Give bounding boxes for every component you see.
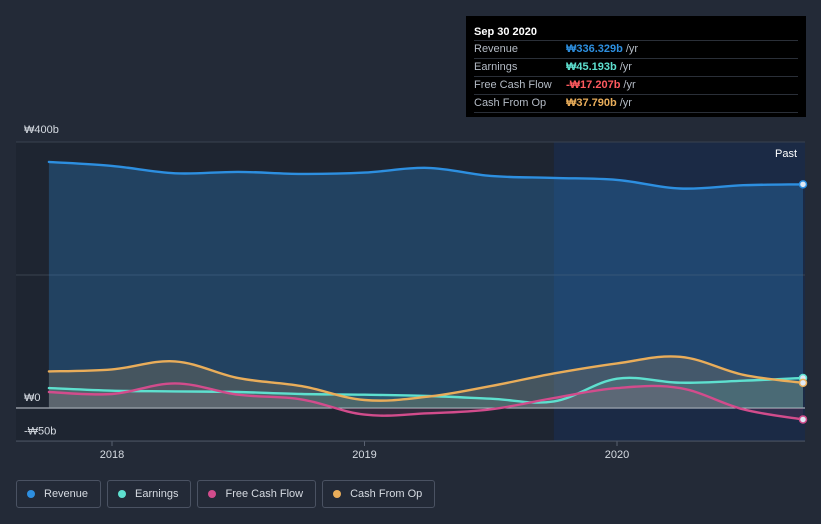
y-tick-label: -₩50b <box>24 425 56 437</box>
series-end-markers <box>798 180 808 424</box>
fcf-line <box>47 382 805 421</box>
tooltip-value: -₩17.207b <box>566 79 621 91</box>
cfo-dot-icon <box>333 490 342 498</box>
y-tick-label: ₩400b <box>24 124 59 136</box>
chart-legend: Revenue Earnings Free Cash Flow Cash Fro… <box>16 480 436 508</box>
cfo-line <box>47 355 805 402</box>
tooltip-row-earnings: Earnings ₩45.193b /yr <box>474 58 798 76</box>
tooltip-value: ₩45.193b <box>566 61 617 73</box>
fcf-end-marker <box>798 415 808 424</box>
revenue-end-marker <box>798 180 808 189</box>
tooltip-label: Cash From Op <box>474 97 547 109</box>
tooltip-date: Sep 30 2020 <box>474 26 537 38</box>
series-areas <box>48 161 803 420</box>
fcf-dot-icon <box>208 490 217 498</box>
tooltip-value: ₩37.790b <box>566 97 617 109</box>
revenue-area <box>48 161 803 408</box>
legend-label: Revenue <box>44 488 89 500</box>
legend-label: Free Cash Flow <box>225 488 304 500</box>
tooltip-unit: /yr <box>619 97 632 109</box>
cfo-end-marker <box>798 378 808 388</box>
tooltip-label: Revenue <box>474 43 519 55</box>
earnings-dot-icon <box>118 490 127 498</box>
legend-item-cash-from-op[interactable]: Cash From Op <box>322 480 436 508</box>
legend-item-revenue[interactable]: Revenue <box>16 480 102 508</box>
tooltip-row-free-cash-flow: Free Cash Flow -₩17.207b /yr <box>474 76 798 94</box>
revenue-line <box>47 160 805 190</box>
y-tick-label: ₩0 <box>24 392 41 404</box>
data-tooltip: Sep 30 2020 Revenue ₩336.329b /yr Earnin… <box>466 16 806 117</box>
axis-labels: ₩400b ₩0 -₩50b 2018 2019 2020 <box>16 124 805 461</box>
x-tick-label: 2019 <box>352 449 376 461</box>
tooltip-label: Free Cash Flow <box>474 79 552 91</box>
tooltip-label: Earnings <box>474 61 518 73</box>
tooltip-unit: /yr <box>619 61 632 73</box>
tooltip-unit: /yr <box>625 43 639 55</box>
legend-label: Earnings <box>135 488 179 500</box>
legend-item-earnings[interactable]: Earnings <box>107 480 192 508</box>
series-lines <box>47 160 805 421</box>
legend-label: Cash From Op <box>350 488 423 500</box>
x-tick-label: 2018 <box>100 449 124 461</box>
tooltip-row-cash-from-op: Cash From Op ₩37.790b /yr <box>474 94 798 113</box>
tooltip-value: ₩336.329b <box>566 43 623 55</box>
x-tick-label: 2020 <box>605 449 629 461</box>
past-label: Past <box>775 148 797 160</box>
tooltip-unit: /yr <box>623 79 636 91</box>
tooltip-row-revenue: Revenue ₩336.329b /yr <box>474 40 798 58</box>
revenue-dot-icon <box>27 490 35 498</box>
earnings-area <box>48 377 803 408</box>
legend-item-free-cash-flow[interactable]: Free Cash Flow <box>197 480 317 508</box>
fcf-area <box>48 383 803 420</box>
